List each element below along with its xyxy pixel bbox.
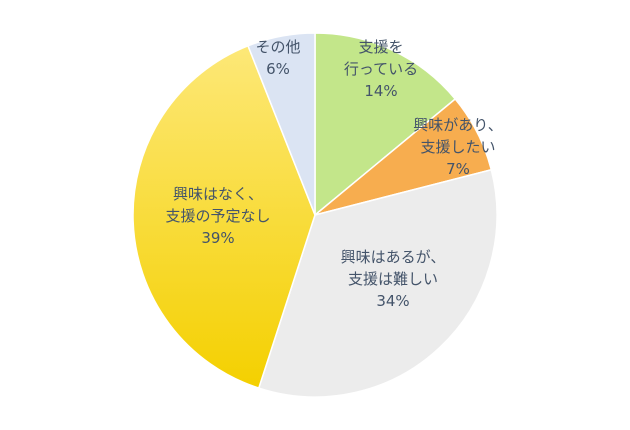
slice-label-line: 支援は難しい (348, 270, 438, 288)
slice-label-line: 興味はあるが、 (341, 248, 446, 266)
slice-value-label: 39% (201, 229, 234, 247)
slice-value-label: 6% (266, 60, 290, 78)
slice-label-3: 興味はなく、支援の予定なし 39% (165, 185, 270, 247)
slice-value-label: 14% (364, 82, 397, 100)
pie-slice-3 (132, 44, 316, 390)
slice-label-0: 支援を行っている 14% (344, 38, 418, 100)
slice-label-1: 興味があり、支援したい 7% (413, 116, 502, 178)
slice-label-line: その他 (255, 38, 300, 56)
slice-label-4: その他 6% (255, 38, 300, 78)
slice-label-2: 興味はあるが、支援は難しい 34% (341, 248, 446, 310)
slice-label-line: 支援の予定なし (165, 207, 270, 225)
pie-slice-0 (314, 32, 457, 217)
pie-slice-2 (257, 168, 498, 398)
slice-label-line: 行っている (344, 60, 418, 78)
slice-value-label: 7% (446, 160, 470, 178)
slice-label-line: 興味があり、 (413, 116, 502, 134)
slice-label-line: 支援したい (420, 138, 495, 156)
slice-value-label: 34% (376, 292, 409, 310)
pie-slice-4 (247, 32, 316, 216)
slice-label-line: 興味はなく、 (173, 185, 263, 203)
slice-label-line: 支援を (358, 38, 403, 56)
